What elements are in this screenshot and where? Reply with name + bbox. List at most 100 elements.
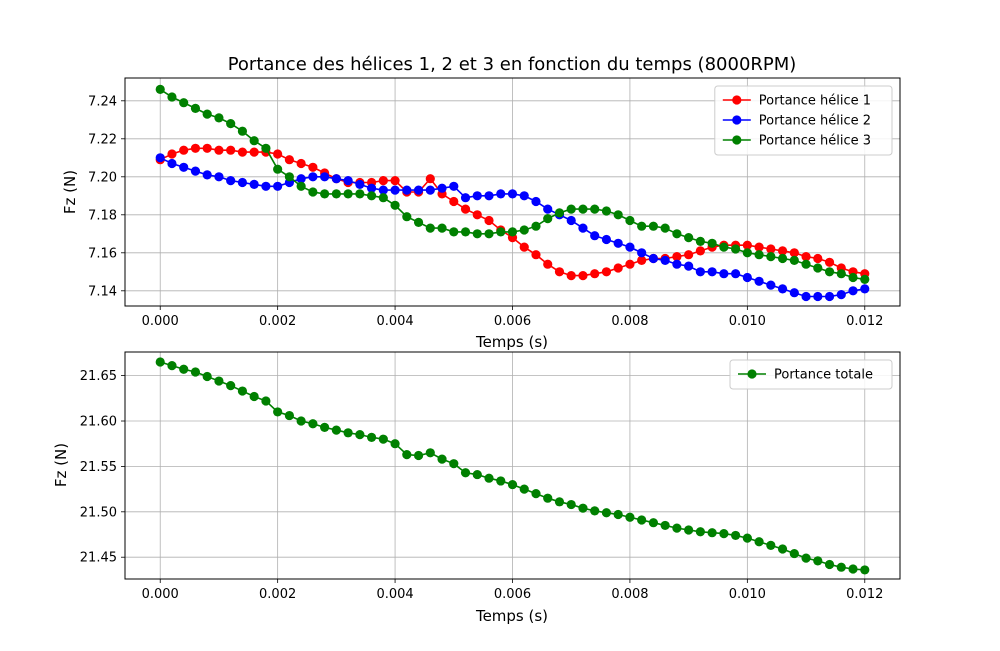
top-series-3-point	[824, 267, 835, 277]
bottom-x-tick-label: 0.002	[259, 587, 296, 602]
top-series-2-point	[472, 191, 482, 201]
top-series-2-point	[625, 242, 635, 252]
top-x-tick-label: 0.002	[259, 314, 296, 329]
top-chart-title: Portance des hélices 1, 2 et 3 en foncti…	[228, 54, 797, 75]
bottom-series-1-point	[601, 508, 612, 518]
top-series-1-point	[226, 145, 236, 155]
top-series-2-point	[402, 185, 412, 195]
bottom-series-1-point	[460, 468, 471, 478]
bottom-series-1-point	[449, 459, 459, 469]
top-series-2-point	[566, 215, 576, 226]
bottom-legend-label: Portance totale	[774, 368, 873, 383]
top-series-2-point	[249, 179, 259, 189]
top-series-1-point	[296, 158, 306, 169]
top-series-3-point	[836, 269, 846, 279]
top-series-2-point	[731, 269, 741, 279]
bottom-series-1-point	[331, 425, 341, 435]
bottom-chart-ylabel: Fz (N)	[52, 443, 70, 487]
top-series-3-point	[449, 227, 459, 237]
top-series-3	[155, 84, 870, 284]
top-series-1-point	[543, 259, 553, 269]
top-series-3-point	[566, 204, 576, 214]
bottom-series-1-point	[766, 540, 776, 551]
bottom-y-tick-label: 21.55	[80, 460, 117, 475]
top-series-3-point	[801, 259, 811, 269]
top-series-3-point	[202, 109, 212, 119]
top-series-2-point	[860, 284, 870, 294]
top-series-2-point	[320, 172, 330, 182]
top-y-tick-label: 7.14	[88, 284, 117, 299]
top-series-2-point	[519, 191, 529, 201]
top-series-3-point	[625, 215, 635, 226]
top-series-1-point	[284, 155, 294, 165]
bottom-series-1-point	[226, 380, 236, 391]
top-series-3-point	[320, 189, 330, 199]
top-series-3-point	[273, 164, 283, 174]
top-series-3-point	[378, 193, 388, 203]
top-series-3-point	[437, 223, 447, 233]
top-series-2-point	[273, 181, 283, 191]
bottom-series-1-point	[519, 484, 529, 494]
top-series-3-point	[848, 272, 858, 283]
top-series-1-point	[214, 145, 224, 155]
top-series-1-point	[672, 252, 682, 262]
top-series-2-point	[507, 189, 518, 199]
top-series-3-point	[155, 84, 165, 94]
top-series-3-point	[284, 172, 294, 182]
top-series-3-point	[355, 189, 365, 199]
top-legend-label: Portance hélice 1	[759, 94, 871, 109]
top-series-1-point	[813, 253, 823, 264]
bottom-series-1-point	[390, 439, 400, 449]
top-series-1-point	[625, 259, 635, 269]
top-series-1-point	[449, 196, 459, 207]
bottom-series-1-point	[578, 503, 588, 513]
bottom-series-1-point	[672, 523, 682, 533]
top-series-1-point	[684, 250, 694, 260]
top-series-3-point	[343, 189, 353, 199]
bottom-y-tick-label: 21.65	[80, 369, 117, 384]
top-series-1-point	[766, 244, 776, 254]
top-series-1-point	[390, 176, 400, 186]
top-series-2-point	[801, 291, 811, 302]
top-series-3-point	[660, 223, 670, 233]
top-series-3-point	[190, 103, 201, 113]
bottom-series-1-point	[308, 419, 318, 429]
top-series-3-point	[237, 126, 248, 136]
bottom-series-1-point	[378, 434, 388, 444]
bottom-series-1-point	[824, 559, 835, 570]
top-chart-ylabel: Fz (N)	[61, 170, 79, 214]
top-series-2-point	[378, 185, 388, 195]
top-series-2-point	[179, 162, 189, 172]
bottom-series-1-point	[684, 525, 694, 535]
bottom-series-1-point	[167, 361, 177, 371]
bottom-x-tick-label: 0.012	[846, 587, 883, 602]
bottom-series-1-point	[496, 476, 506, 486]
bottom-series-1	[155, 357, 870, 575]
top-series-1-point	[202, 143, 212, 153]
top-series-2-point	[331, 174, 341, 184]
top-x-tick-label: 0.004	[376, 314, 413, 329]
bottom-series-1-point	[836, 562, 846, 572]
top-chart: Portance des hélices 1, 2 et 3 en foncti…	[61, 54, 901, 351]
top-series-2-point	[296, 174, 306, 184]
top-x-tick-label: 0.010	[729, 314, 766, 329]
top-series-3-point	[766, 252, 776, 262]
top-series-3-point	[179, 98, 189, 108]
bottom-series-1-point	[343, 428, 353, 438]
bottom-series-1-point	[437, 454, 447, 464]
top-series-3-point	[543, 214, 553, 224]
top-series-3-point	[226, 119, 236, 129]
top-series-3-point	[472, 229, 482, 239]
bottom-chart-ticks: 0.000 0.002 0.004 0.006 0.008 0.010 0.012 21.45…	[80, 369, 884, 602]
top-series-1-point	[613, 263, 623, 273]
bottom-series-1-point	[179, 364, 189, 374]
bottom-series-1-point	[625, 512, 635, 522]
top-series-2-point	[613, 238, 623, 248]
bottom-series-1-point	[413, 450, 424, 461]
top-series-3-point	[672, 229, 682, 239]
top-y-tick-label: 7.20	[88, 170, 117, 185]
bottom-series-1-point	[425, 448, 435, 458]
top-legend-marker	[732, 95, 742, 105]
top-series-1-point	[590, 269, 600, 279]
bottom-series-1-point	[284, 410, 294, 421]
